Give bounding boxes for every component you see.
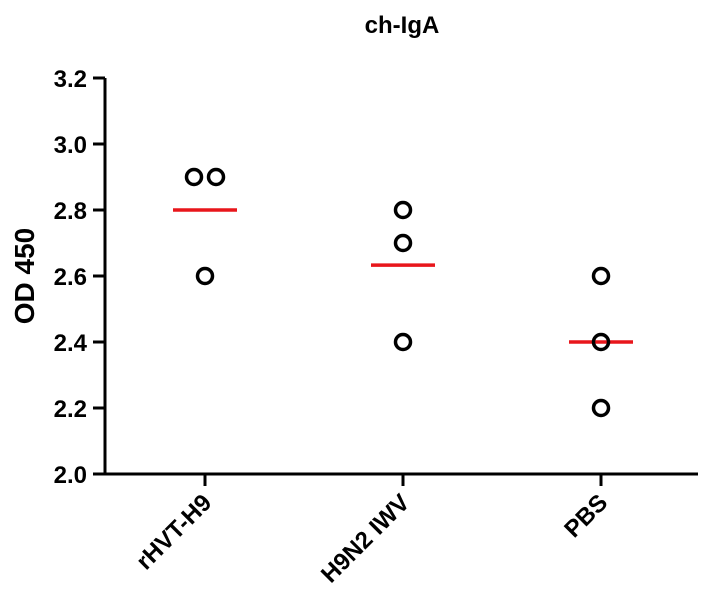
y-tick-label: 2.2 [54, 396, 87, 423]
data-point [393, 200, 413, 220]
x-category-label: H9N2 IWV [316, 489, 415, 588]
y-ticks: 2.0 2.2 2.4 2.6 2.8 3.0 3.2 [54, 66, 105, 489]
chart-title: ch-IgA [365, 12, 440, 39]
y-tick-label: 2.6 [54, 264, 87, 291]
y-tick-label: 2.4 [54, 330, 88, 357]
y-tick-label: 3.2 [54, 66, 87, 93]
data-point [184, 167, 204, 187]
data-point [195, 266, 215, 286]
data-point [393, 233, 413, 253]
mean-lines [173, 208, 633, 344]
x-ticks: rHVT-H9 H9N2 IWV PBS [131, 474, 613, 588]
data-point [393, 332, 413, 352]
y-axis-label: OD 450 [9, 228, 40, 325]
data-point [591, 266, 611, 286]
data-points [184, 167, 611, 418]
x-category-label: PBS [559, 489, 613, 543]
data-point [206, 167, 226, 187]
data-point [591, 332, 611, 352]
y-tick-label: 2.8 [54, 198, 87, 225]
data-point [591, 398, 611, 418]
x-category-label: rHVT-H9 [131, 489, 217, 575]
y-tick-label: 2.0 [54, 462, 87, 489]
y-tick-label: 3.0 [54, 132, 87, 159]
